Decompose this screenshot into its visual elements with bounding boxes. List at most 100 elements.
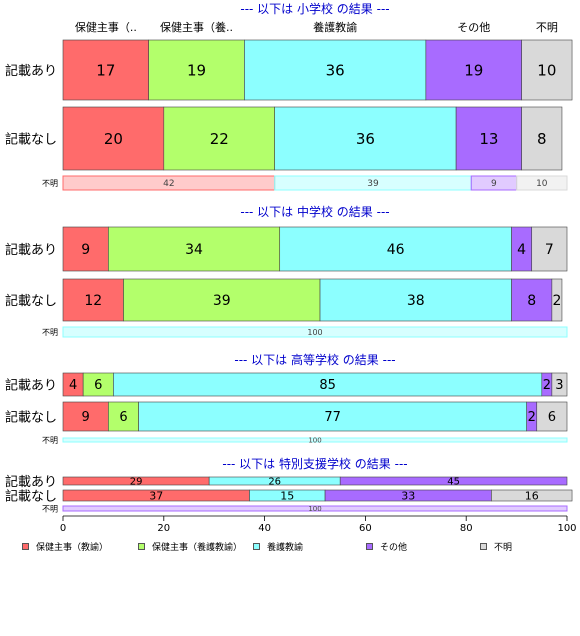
row-label: 不明 — [42, 328, 58, 337]
row-label: 記載あり — [5, 474, 57, 490]
data-label: 2 — [552, 293, 561, 309]
column-label: 保健主事（.. — [75, 20, 137, 34]
bar-segment — [244, 39, 427, 101]
bar-segment — [108, 401, 139, 432]
data-label: 7 — [545, 242, 554, 258]
data-label: 38 — [407, 293, 425, 309]
x-tick-label: 0 — [60, 523, 66, 534]
column-label: その他 — [457, 21, 490, 34]
legend-label: 保健主事（教諭） — [36, 542, 109, 553]
data-label: 39 — [367, 179, 379, 189]
bar-segment — [163, 106, 275, 171]
data-label: 19 — [187, 61, 206, 79]
bar-segment — [62, 437, 568, 443]
legend-label: 保健主事（養護教諭） — [152, 542, 243, 553]
data-label: 36 — [326, 61, 345, 79]
legend-label: 養護教諭 — [267, 542, 304, 553]
row-label: 記載あり — [5, 63, 57, 79]
panel-title: --- 以下は 特別支援学校 の結果 --- — [222, 456, 407, 471]
x-tick-label: 40 — [258, 523, 271, 534]
data-label: 2 — [543, 378, 551, 393]
data-label: 19 — [464, 61, 483, 79]
legend-label: その他 — [380, 542, 408, 553]
data-label: 85 — [319, 378, 336, 393]
legend-label: 不明 — [494, 542, 513, 553]
data-label: 15 — [280, 489, 294, 502]
bar-segment — [521, 106, 563, 171]
bar-segment — [516, 175, 568, 191]
data-label: 9 — [491, 179, 497, 189]
column-label: 養護教諭 — [313, 20, 357, 34]
bar-segment — [62, 505, 568, 512]
legend-entry: その他 — [366, 538, 407, 554]
column-label: 不明 — [536, 21, 558, 34]
data-label: 100 — [307, 328, 322, 337]
column-label: 保健主事（養.. — [160, 20, 233, 34]
bar-segment — [138, 401, 527, 432]
legend-swatch — [22, 542, 29, 550]
data-label: 42 — [163, 179, 174, 189]
bar-segment — [62, 278, 124, 322]
row-label: 不明 — [42, 179, 58, 188]
legend-entry: 不明 — [480, 538, 512, 554]
row-label: 記載あり — [5, 378, 57, 394]
row-label: 不明 — [42, 436, 58, 445]
data-label: 45 — [447, 477, 460, 488]
bar-segment — [108, 226, 281, 272]
row-label: 記載なし — [5, 489, 57, 505]
data-label: 12 — [84, 293, 102, 309]
data-label: 13 — [479, 130, 498, 148]
data-label: 16 — [525, 489, 539, 502]
x-tick-label: 80 — [460, 523, 473, 534]
data-label: 4 — [517, 242, 526, 258]
data-label: 46 — [387, 242, 405, 258]
bar-segment — [62, 39, 149, 101]
legend-entry: 保健主事（養護教諭） — [138, 538, 242, 554]
x-tick-label: 100 — [557, 523, 576, 534]
panel-title: --- 以下は 小学校 の結果 --- — [240, 1, 389, 16]
row-label: 記載なし — [5, 132, 57, 148]
bar-segment — [491, 489, 573, 502]
data-label: 17 — [96, 61, 115, 79]
data-label: 2 — [528, 410, 536, 425]
bar-segment — [425, 39, 522, 101]
data-label: 33 — [401, 489, 415, 502]
data-label: 100 — [308, 505, 321, 513]
data-label: 22 — [210, 130, 229, 148]
row-label: 記載なし — [5, 410, 57, 426]
data-label: 37 — [149, 489, 163, 502]
legend-entry: 保健主事（教諭） — [22, 538, 108, 554]
bar-segment — [531, 226, 568, 272]
row-label: 記載なし — [5, 293, 57, 309]
panel-title: --- 以下は 高等学校 の結果 --- — [234, 352, 395, 367]
legend-swatch — [253, 542, 260, 550]
data-label: 4 — [69, 378, 77, 393]
row-label: 不明 — [42, 505, 58, 514]
legend-swatch — [138, 542, 145, 550]
chart-legend: 保健主事（教諭） 保健主事（養護教諭） 養護教諭 その他 不明 — [0, 538, 580, 554]
data-label: 6 — [548, 410, 556, 425]
data-label: 9 — [81, 242, 90, 258]
bar-segment — [521, 39, 573, 101]
data-label: 9 — [82, 410, 90, 425]
legend-entry: 養護教諭 — [253, 538, 303, 554]
data-label: 6 — [119, 410, 127, 425]
bar-segment — [551, 372, 568, 397]
bar-segment — [455, 106, 522, 171]
data-label: 8 — [527, 293, 536, 309]
data-label: 100 — [308, 437, 321, 445]
bar-segment — [536, 401, 568, 432]
x-tick-label: 20 — [157, 523, 170, 534]
data-label: 8 — [537, 130, 547, 148]
bar-segment — [319, 278, 512, 322]
data-label: 20 — [104, 130, 123, 148]
data-label: 26 — [268, 477, 281, 488]
data-label: 10 — [537, 61, 556, 79]
bar-segment — [62, 401, 109, 432]
row-label: 記載あり — [5, 242, 57, 258]
data-label: 29 — [130, 477, 143, 488]
data-label: 6 — [94, 378, 102, 393]
data-label: 77 — [324, 410, 341, 425]
bar-segment — [148, 39, 245, 101]
